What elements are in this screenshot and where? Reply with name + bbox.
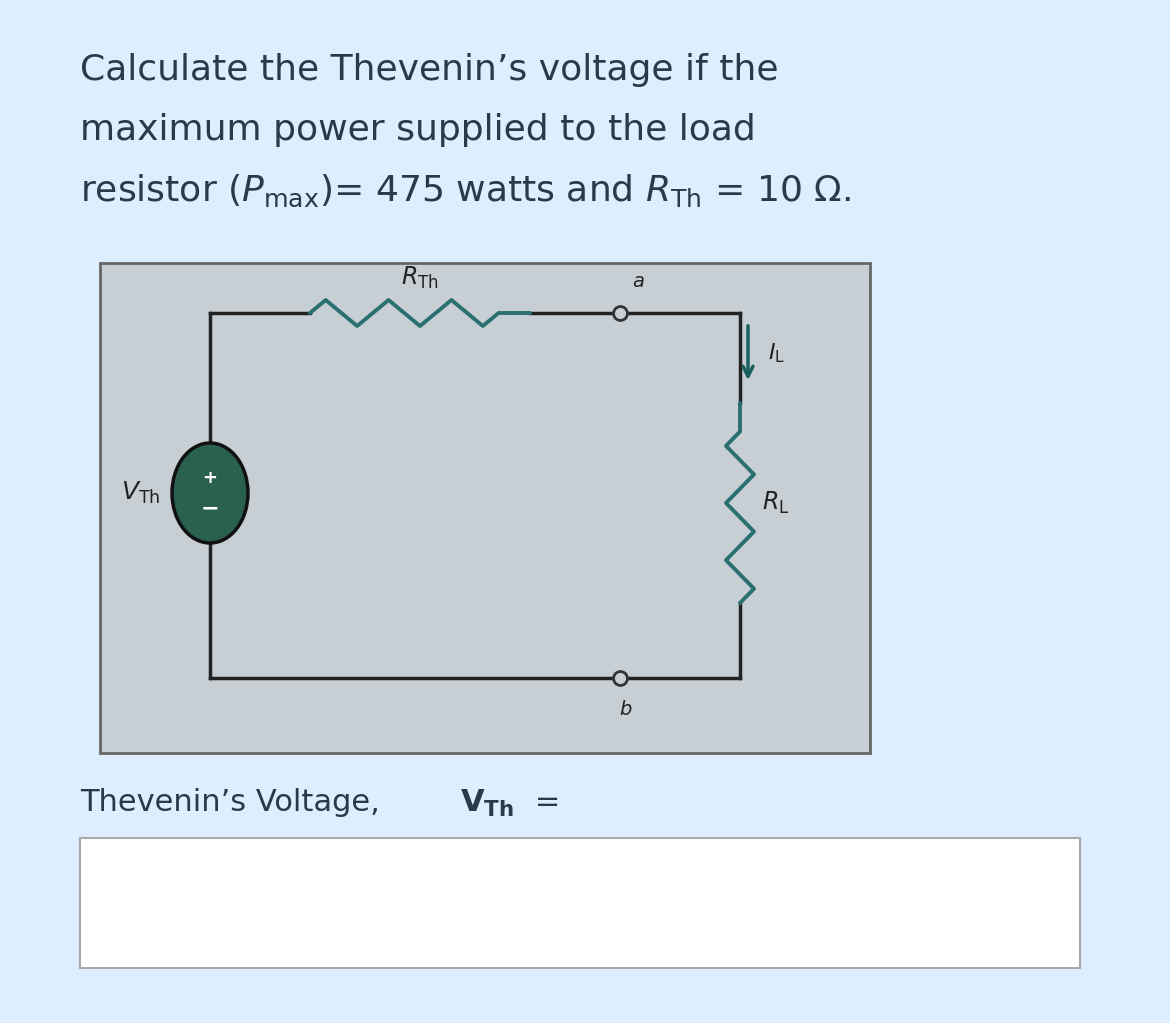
Text: =: = xyxy=(525,788,560,817)
Text: −: − xyxy=(201,498,219,518)
Text: +: + xyxy=(202,469,218,487)
Text: $V_{\mathrm{Th}}$: $V_{\mathrm{Th}}$ xyxy=(121,480,160,506)
Text: $R_{\mathrm{L}}$: $R_{\mathrm{L}}$ xyxy=(762,490,790,516)
Text: b: b xyxy=(619,700,631,719)
Text: $\mathbf{V}_{\mathbf{Th}}$: $\mathbf{V}_{\mathbf{Th}}$ xyxy=(460,788,514,819)
Text: $I_{\mathrm{L}}$: $I_{\mathrm{L}}$ xyxy=(768,342,785,365)
Bar xyxy=(99,263,870,753)
Ellipse shape xyxy=(172,443,248,543)
Bar xyxy=(80,838,1080,968)
Text: Thevenin’s Voltage,: Thevenin’s Voltage, xyxy=(80,788,390,817)
Text: a: a xyxy=(632,272,644,291)
Text: $R_{\mathrm{Th}}$: $R_{\mathrm{Th}}$ xyxy=(401,265,439,291)
Text: maximum power supplied to the load: maximum power supplied to the load xyxy=(80,113,756,147)
Text: resistor ($P_{\mathrm{max}}$)= 475 watts and $R_{\mathrm{Th}}$ = 10 Ω.: resistor ($P_{\mathrm{max}}$)= 475 watts… xyxy=(80,173,851,210)
Text: Calculate the Thevenin’s voltage if the: Calculate the Thevenin’s voltage if the xyxy=(80,53,778,87)
